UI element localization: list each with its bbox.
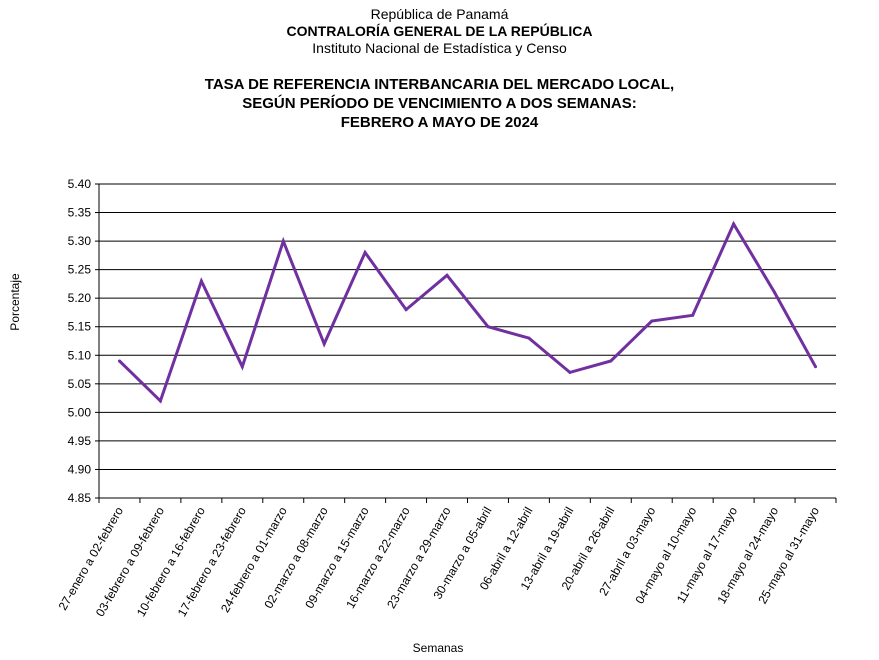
y-tick-label: 5.05 [68,377,92,391]
y-tick-label: 5.35 [68,206,92,220]
y-axis-label: Porcentaje [8,273,22,331]
series-line [118,220,817,404]
gridlines [95,183,837,503]
data-point [814,365,818,369]
y-tick-label: 5.20 [68,291,92,305]
y-tick-label: 5.10 [68,348,92,362]
data-point [568,370,572,374]
data-point [117,359,121,363]
y-tick-label: 5.00 [68,405,92,419]
chart-title-line-1: TASA DE REFERENCIA INTERBANCARIA DEL MER… [204,76,675,93]
header-republic: República de Panamá [370,6,509,22]
y-tick-label: 5.25 [68,263,92,277]
x-axis-label: Semanas [413,641,464,655]
data-point [650,319,654,323]
data-point [773,290,777,294]
data-point [691,313,695,317]
chart-title-line-3: FEBRERO A MAYO DE 2024 [340,114,539,131]
y-tick-label: 5.15 [68,320,92,334]
data-point [199,279,203,283]
data-point [363,251,367,255]
data-point [281,239,285,243]
y-tick-label: 5.40 [68,177,92,191]
y-tick-label: 4.85 [68,491,92,505]
y-axis-ticks: 5.40 5.35 5.30 5.25 5.20 5.15 5.10 5.05 5.00 4.95… [68,177,92,505]
y-tick-label: 4.90 [68,462,92,476]
y-tick-label: 4.95 [68,434,92,448]
chart-title-line-2: SEGÚN PERÍODO DE VENCIMIENTO A DOS SEMAN… [242,95,637,112]
data-point [445,273,449,277]
series-layer [117,220,818,404]
data-point [404,308,408,312]
header-contraloria: CONTRALORÍA GENERAL DE LA REPÚBLICA [286,23,593,39]
data-point [732,222,736,226]
data-point [486,325,490,329]
header-institute: Instituto Nacional de Estadística y Cens… [312,40,567,56]
data-point [322,342,326,346]
data-point [240,365,244,369]
data-point [527,336,531,340]
data-point [158,399,162,403]
data-point [609,359,613,363]
y-tick-label: 5.30 [68,234,92,248]
